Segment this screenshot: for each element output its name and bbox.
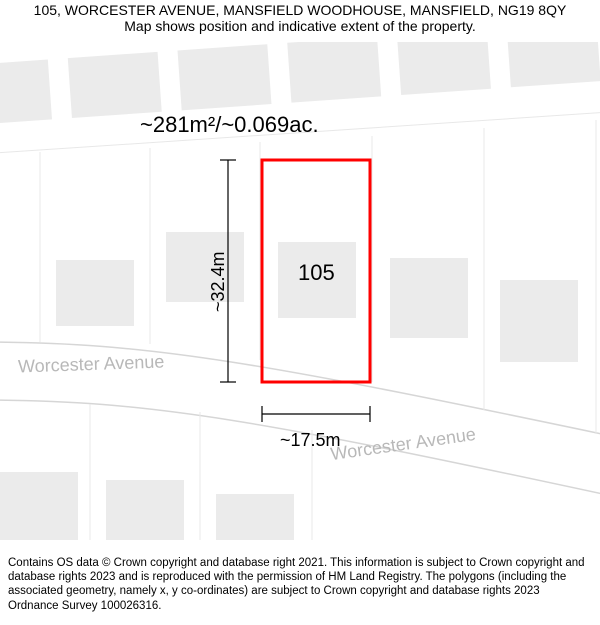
bldg xyxy=(56,260,134,326)
area-label: ~281m²/~0.069ac. xyxy=(140,112,319,138)
map-subtitle: Map shows position and indicative extent… xyxy=(10,18,590,34)
bldg xyxy=(68,52,162,118)
bldg xyxy=(178,44,272,110)
bldg xyxy=(397,42,491,95)
bldg xyxy=(500,280,578,362)
plot-number: 105 xyxy=(298,260,335,286)
bldg xyxy=(166,232,244,302)
address-title: 105, WORCESTER AVENUE, MANSFIELD WOODHOU… xyxy=(10,2,590,18)
page-container: 105, WORCESTER AVENUE, MANSFIELD WOODHOU… xyxy=(0,0,600,625)
dim-height-label: ~32.4m xyxy=(208,251,229,312)
header: 105, WORCESTER AVENUE, MANSFIELD WOODHOU… xyxy=(0,0,600,34)
map-area: ~281m²/~0.069ac. 105 ~32.4m ~17.5m Worce… xyxy=(0,42,600,540)
bldg xyxy=(390,258,468,338)
bldg xyxy=(287,42,381,103)
bldg xyxy=(0,60,52,126)
bldg xyxy=(106,480,184,540)
copyright-footer: Contains OS data © Crown copyright and d… xyxy=(0,552,600,625)
bldg xyxy=(507,42,600,87)
bldg xyxy=(0,472,78,540)
bldg xyxy=(216,494,294,540)
